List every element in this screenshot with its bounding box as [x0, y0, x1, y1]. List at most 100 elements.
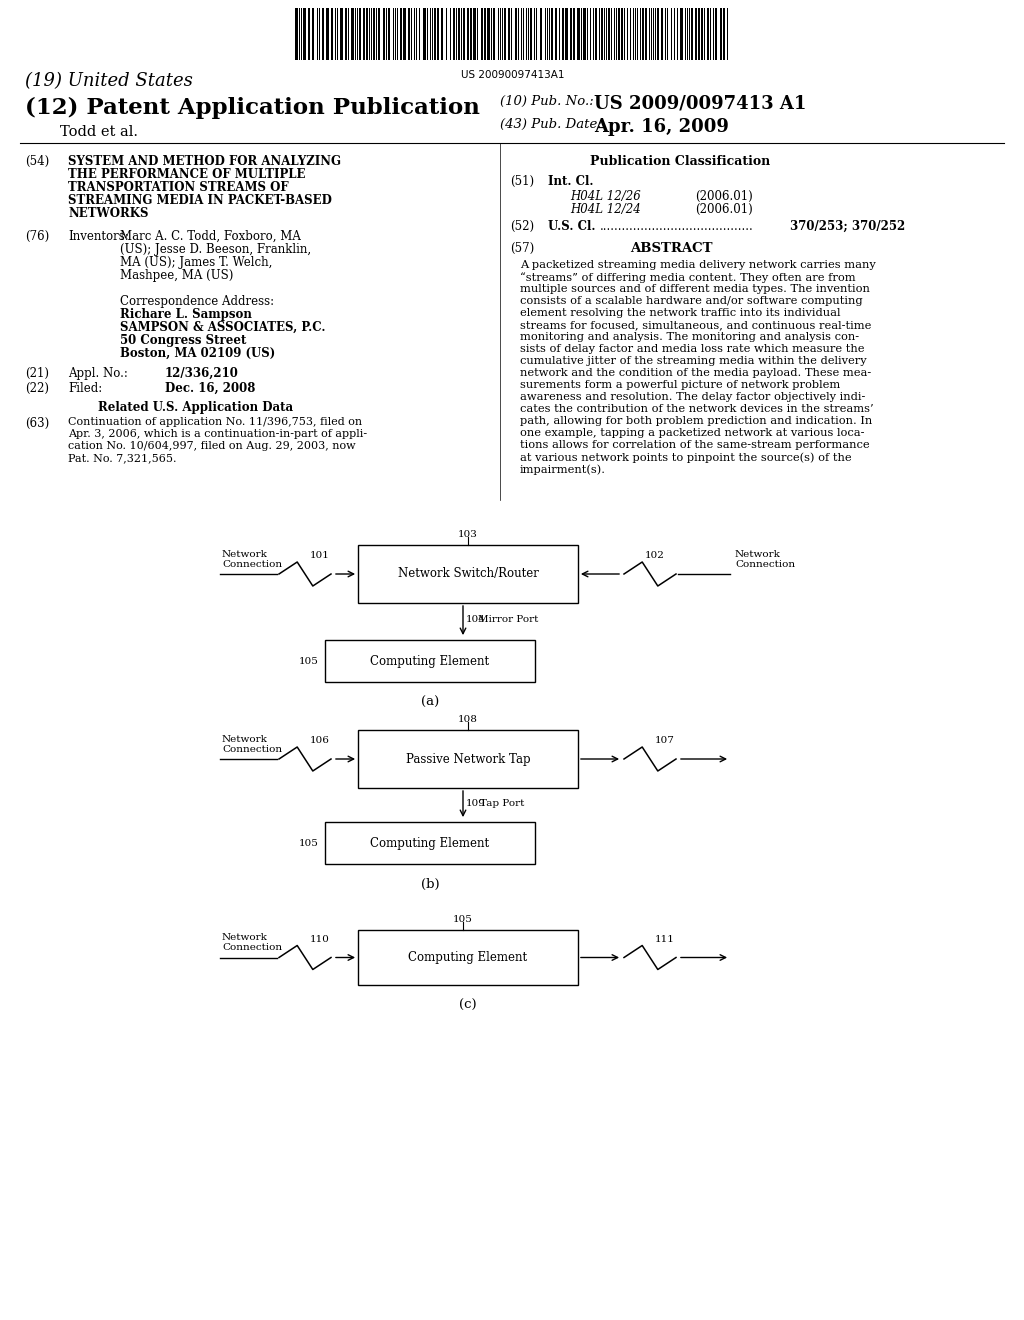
Text: 111: 111: [655, 935, 675, 944]
Text: monitoring and analysis. The monitoring and analysis con-: monitoring and analysis. The monitoring …: [520, 333, 859, 342]
Text: Network
Connection: Network Connection: [222, 549, 283, 569]
Text: ABSTRACT: ABSTRACT: [630, 242, 713, 255]
Text: one example, tapping a packetized network at various loca-: one example, tapping a packetized networ…: [520, 428, 864, 438]
Text: .........................................: ........................................…: [600, 220, 754, 234]
Bar: [295, 8, 298, 59]
Bar: [340, 8, 343, 59]
Bar: [595, 8, 597, 59]
Bar: [484, 8, 486, 59]
Bar: [577, 8, 580, 59]
Bar: [358, 931, 578, 985]
Text: Computing Element: Computing Element: [371, 837, 489, 850]
Bar: [467, 8, 469, 59]
Bar: [562, 8, 564, 59]
Text: Continuation of application No. 11/396,753, filed on: Continuation of application No. 11/396,7…: [68, 417, 362, 426]
Bar: [434, 8, 436, 59]
Text: 50 Congress Street: 50 Congress Street: [120, 334, 247, 347]
Text: Richare L. Sampson: Richare L. Sampson: [120, 308, 252, 321]
Text: MA (US); James T. Welch,: MA (US); James T. Welch,: [120, 256, 272, 269]
Text: (US); Jesse D. Beeson, Franklin,: (US); Jesse D. Beeson, Franklin,: [120, 243, 311, 256]
Bar: [383, 8, 385, 59]
Text: (a): (a): [421, 696, 439, 709]
Text: (c): (c): [459, 999, 477, 1012]
Text: (52): (52): [510, 220, 535, 234]
Bar: [345, 8, 347, 59]
Bar: [303, 8, 306, 59]
Bar: [720, 8, 722, 59]
Bar: [359, 8, 361, 59]
Bar: [493, 8, 495, 59]
Text: 108: 108: [458, 715, 478, 723]
Text: Boston, MA 02109 (US): Boston, MA 02109 (US): [120, 347, 275, 360]
Bar: [707, 8, 709, 59]
Bar: [530, 8, 532, 59]
Text: cation No. 10/604,997, filed on Aug. 29, 2003, now: cation No. 10/604,997, filed on Aug. 29,…: [68, 441, 355, 451]
Bar: [657, 8, 659, 59]
Bar: [322, 8, 324, 59]
Text: US 20090097413A1: US 20090097413A1: [461, 70, 564, 81]
Text: Publication Classification: Publication Classification: [590, 154, 770, 168]
Text: sists of delay factor and media loss rate which measure the: sists of delay factor and media loss rat…: [520, 345, 864, 354]
Text: (63): (63): [25, 417, 49, 430]
Text: STREAMING MEDIA IN PACKET-BASED: STREAMING MEDIA IN PACKET-BASED: [68, 194, 332, 207]
Bar: [378, 8, 380, 59]
Text: US 2009/0097413 A1: US 2009/0097413 A1: [594, 95, 806, 114]
Bar: [608, 8, 610, 59]
Text: 106: 106: [310, 737, 330, 744]
Bar: [366, 8, 368, 59]
Text: 110: 110: [310, 935, 330, 944]
Text: (12) Patent Application Publication: (12) Patent Application Publication: [25, 96, 480, 119]
Text: Tap Port: Tap Port: [480, 799, 524, 808]
Text: Apr. 16, 2009: Apr. 16, 2009: [594, 117, 729, 136]
Text: (76): (76): [25, 230, 49, 243]
Text: 103: 103: [458, 531, 478, 539]
Text: multiple sources and of different media types. The invention: multiple sources and of different media …: [520, 284, 869, 294]
Text: Int. Cl.: Int. Cl.: [548, 176, 594, 187]
Bar: [362, 8, 365, 59]
Text: Computing Element: Computing Element: [409, 950, 527, 964]
Bar: [441, 8, 443, 59]
Bar: [408, 8, 410, 59]
Text: Mashpee, MA (US): Mashpee, MA (US): [120, 269, 233, 282]
Text: THE PERFORMANCE OF MULTIPLE: THE PERFORMANCE OF MULTIPLE: [68, 168, 305, 181]
Bar: [458, 8, 460, 59]
Text: SAMPSON & ASSOCIATES, P.C.: SAMPSON & ASSOCIATES, P.C.: [120, 321, 326, 334]
Bar: [642, 8, 644, 59]
Text: awareness and resolution. The delay factor objectively indi-: awareness and resolution. The delay fact…: [520, 392, 865, 403]
Bar: [358, 730, 578, 788]
Bar: [373, 8, 375, 59]
Text: 105: 105: [299, 838, 319, 847]
Text: (51): (51): [510, 176, 535, 187]
Bar: [540, 8, 542, 59]
Text: Passive Network Tap: Passive Network Tap: [406, 752, 530, 766]
Bar: [453, 8, 455, 59]
Bar: [695, 8, 697, 59]
Bar: [715, 8, 717, 59]
Bar: [698, 8, 700, 59]
Bar: [601, 8, 603, 59]
Text: 105: 105: [453, 915, 473, 924]
Text: Filed:: Filed:: [68, 381, 102, 395]
Text: Network
Connection: Network Connection: [735, 549, 795, 569]
Text: 105: 105: [299, 656, 319, 665]
Bar: [351, 8, 354, 59]
Bar: [403, 8, 406, 59]
Bar: [308, 8, 310, 59]
Text: 370/253; 370/252: 370/253; 370/252: [790, 220, 905, 234]
Bar: [680, 8, 683, 59]
Text: NETWORKS: NETWORKS: [68, 207, 148, 220]
Text: consists of a scalable hardware and/or software computing: consists of a scalable hardware and/or s…: [520, 296, 862, 306]
Text: (b): (b): [421, 878, 439, 891]
Bar: [463, 8, 465, 59]
Bar: [326, 8, 329, 59]
Bar: [583, 8, 586, 59]
Bar: [555, 8, 557, 59]
Text: 12/336,210: 12/336,210: [165, 367, 239, 380]
Bar: [691, 8, 693, 59]
Bar: [573, 8, 575, 59]
Text: H04L 12/26: H04L 12/26: [570, 190, 641, 203]
Text: (43) Pub. Date:: (43) Pub. Date:: [500, 117, 602, 131]
Bar: [565, 8, 568, 59]
Bar: [618, 8, 620, 59]
Text: Computing Element: Computing Element: [371, 655, 489, 668]
